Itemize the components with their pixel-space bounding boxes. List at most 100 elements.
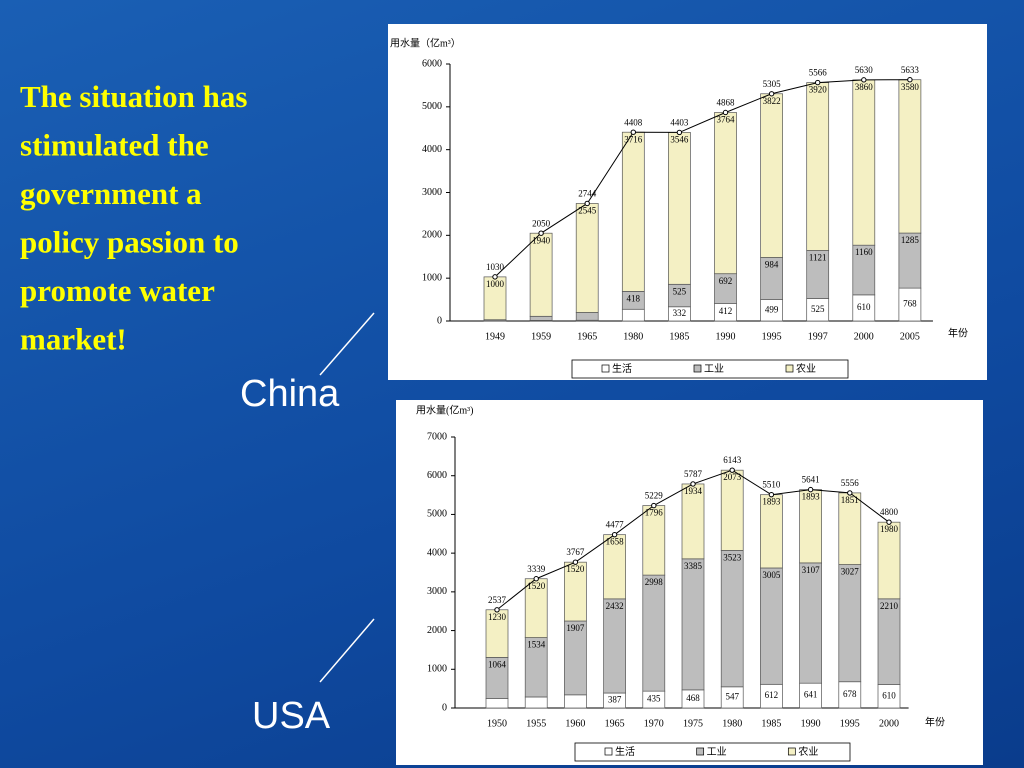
legend-label: 农业 bbox=[798, 745, 818, 758]
x-tick-label: 1995 bbox=[840, 718, 860, 729]
y-tick-label: 3000 bbox=[422, 187, 442, 198]
bar-segment bbox=[621, 131, 645, 292]
data-label: 768 bbox=[903, 299, 917, 309]
total-point bbox=[768, 91, 775, 97]
data-label: 1796 bbox=[645, 508, 664, 518]
bar-segment bbox=[621, 308, 645, 322]
data-label: 1520 bbox=[566, 564, 585, 574]
total-point bbox=[538, 230, 544, 236]
legend-label: 工业 bbox=[707, 746, 727, 758]
total-point bbox=[690, 481, 696, 487]
y-tick-label: 5000 bbox=[422, 101, 442, 112]
data-label: 412 bbox=[719, 306, 733, 316]
y-tick-label: 4000 bbox=[422, 144, 442, 155]
x-tick-label: 2000 bbox=[879, 718, 899, 729]
total-label: 4403 bbox=[670, 117, 689, 127]
bar-segment bbox=[760, 567, 783, 685]
x-tick-label: 1985 bbox=[761, 718, 781, 729]
data-label: 610 bbox=[882, 690, 896, 700]
data-label: 499 bbox=[765, 304, 779, 314]
total-label: 4408 bbox=[624, 117, 643, 127]
data-label: 1064 bbox=[488, 659, 507, 669]
data-label: 1534 bbox=[527, 640, 546, 650]
y-tick-label: 6000 bbox=[422, 58, 442, 69]
legend-label: 工业 bbox=[704, 363, 724, 375]
data-label: 3005 bbox=[762, 570, 781, 580]
legend-swatch bbox=[787, 747, 796, 756]
x-tick-label: 1980 bbox=[623, 331, 643, 342]
bar-segment bbox=[575, 312, 599, 321]
y-tick-label: 2000 bbox=[422, 230, 442, 241]
arrow bbox=[319, 618, 375, 683]
bar-segment bbox=[806, 82, 830, 251]
data-label: 692 bbox=[719, 276, 733, 286]
bar-segment bbox=[524, 696, 548, 709]
total-point bbox=[722, 109, 729, 116]
total-label: 2744 bbox=[578, 189, 597, 199]
slide-text-line: stimulated the bbox=[20, 128, 209, 163]
y-tick-label: 2000 bbox=[427, 625, 447, 636]
data-label: 1230 bbox=[488, 612, 507, 622]
data-label: 387 bbox=[608, 695, 622, 705]
bar-segment bbox=[760, 93, 783, 258]
y-tick-label: 6000 bbox=[427, 470, 447, 481]
data-label: 418 bbox=[627, 293, 641, 303]
x-tick-label: 2000 bbox=[854, 331, 874, 342]
total-point bbox=[494, 607, 500, 613]
total-label: 5510 bbox=[762, 480, 781, 490]
legend-swatch bbox=[604, 747, 613, 756]
total-label: 5641 bbox=[802, 475, 820, 485]
data-label: 435 bbox=[647, 694, 661, 704]
x-tick-label: 1949 bbox=[485, 331, 505, 342]
y-tick-label: 0 bbox=[442, 702, 447, 713]
data-label: 3580 bbox=[901, 82, 920, 92]
bar-segment bbox=[852, 79, 876, 246]
data-label: 3860 bbox=[855, 82, 874, 92]
data-label: 1000 bbox=[486, 279, 505, 289]
data-label: 2432 bbox=[606, 601, 624, 611]
slide-text-line: The situation has bbox=[20, 79, 247, 114]
legend-label: 生活 bbox=[612, 362, 632, 375]
total-point bbox=[630, 129, 636, 135]
legend-swatch bbox=[696, 747, 705, 756]
data-label: 3822 bbox=[763, 96, 781, 106]
x-tick-label: 1990 bbox=[716, 331, 736, 342]
data-label: 547 bbox=[725, 691, 739, 701]
total-label: 4477 bbox=[606, 520, 625, 530]
y-tick-label: 1000 bbox=[422, 272, 442, 283]
arrow bbox=[319, 312, 375, 376]
legend-swatch bbox=[693, 364, 702, 373]
data-label: 678 bbox=[843, 689, 857, 699]
slide-text-line: market! bbox=[20, 322, 127, 357]
data-label: 1851 bbox=[841, 495, 859, 505]
bar-segment bbox=[877, 598, 901, 685]
data-label: 1893 bbox=[762, 497, 781, 507]
total-label: 5633 bbox=[901, 65, 920, 75]
data-label: 3716 bbox=[624, 134, 643, 144]
data-label: 525 bbox=[673, 286, 687, 296]
x-tick-label: 1960 bbox=[565, 718, 585, 729]
data-label: 3764 bbox=[717, 115, 736, 125]
data-label: 3920 bbox=[809, 85, 828, 95]
bar-segment bbox=[720, 550, 744, 688]
y-tick-label: 5000 bbox=[427, 509, 447, 520]
data-label: 984 bbox=[765, 260, 779, 270]
slide-text-line: promote water bbox=[20, 273, 215, 308]
total-point bbox=[676, 129, 683, 136]
total-point bbox=[907, 77, 913, 83]
slide-text-line: policy passion to bbox=[20, 225, 239, 260]
total-point bbox=[847, 490, 853, 496]
total-point bbox=[533, 576, 539, 582]
bar-segment bbox=[681, 558, 705, 691]
data-label: 3027 bbox=[841, 567, 860, 577]
y-axis-title: 用水量（亿m³） bbox=[390, 36, 461, 49]
total-point bbox=[492, 274, 498, 280]
chart-caption: USA bbox=[252, 695, 331, 737]
bar-segment bbox=[529, 232, 553, 317]
bar-segment bbox=[575, 203, 599, 313]
data-label: 1934 bbox=[684, 486, 703, 496]
x-tick-label: 1990 bbox=[801, 718, 821, 729]
x-tick-label: 1955 bbox=[526, 718, 546, 729]
y-tick-label: 4000 bbox=[427, 547, 447, 558]
bar-segment bbox=[485, 698, 509, 709]
